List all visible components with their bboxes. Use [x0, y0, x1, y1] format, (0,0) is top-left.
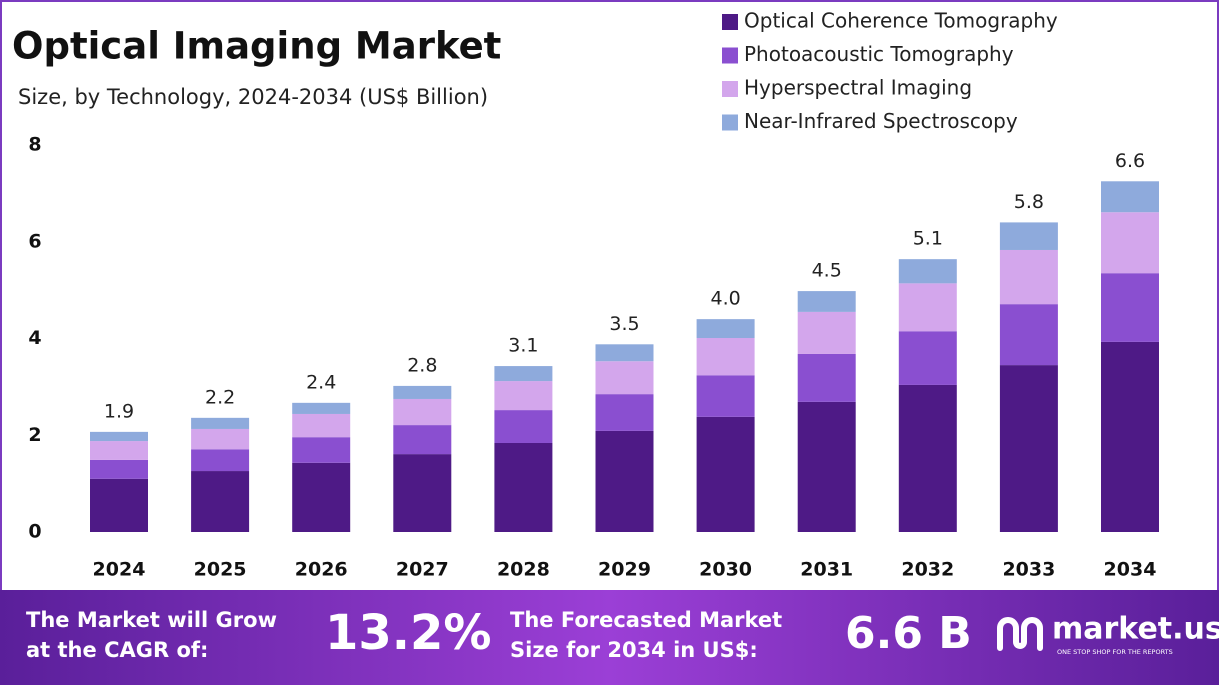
x-tick-label: 2031: [800, 559, 853, 581]
bar-segment: [595, 394, 654, 431]
total-label: 3.5: [609, 313, 639, 335]
bar-segment: [797, 311, 856, 354]
bar-segment: [90, 441, 148, 460]
bar-segment: [393, 425, 452, 455]
total-label: 1.9: [104, 400, 134, 422]
total-label: 5.8: [1014, 191, 1044, 213]
total-label: 3.1: [508, 335, 538, 357]
bar-segment: [797, 401, 856, 532]
x-tick-label: 2033: [1002, 559, 1055, 581]
bar-segment: [393, 398, 452, 426]
bar-segment: [999, 222, 1058, 250]
bar-segment: [90, 459, 148, 479]
y-tick-label: 0: [28, 521, 41, 543]
footer-text: The Forecasted Market: [510, 608, 782, 632]
bar-segment: [191, 428, 250, 450]
bar-segment: [393, 385, 452, 399]
bar-segment: [696, 319, 755, 339]
bar-segment: [595, 344, 654, 362]
bar-segment: [494, 381, 553, 411]
bar-segment: [494, 410, 553, 443]
brand: market.us: [1052, 612, 1219, 647]
bar-segment: [898, 259, 957, 284]
chart-title: Optical Imaging Market: [12, 25, 501, 68]
bar-segment: [90, 478, 148, 532]
bar-segment: [999, 365, 1058, 532]
bar-segment: [494, 442, 553, 532]
bar-segment: [595, 361, 654, 395]
bar-segment: [696, 375, 755, 417]
y-tick-label: 2: [28, 424, 41, 446]
bar-segment: [797, 353, 856, 402]
bar-segment: [696, 416, 755, 532]
bar-segment: [595, 430, 654, 532]
total-label: 4.5: [812, 260, 842, 282]
bar-segment: [1101, 181, 1159, 213]
bar-segment: [292, 413, 351, 438]
x-tick-label: 2025: [194, 559, 247, 581]
x-tick-label: 2029: [598, 559, 651, 581]
total-label: 2.4: [306, 371, 336, 393]
bar-segment: [1101, 341, 1159, 532]
bar-segment: [191, 417, 250, 429]
legend-label: Photoacoustic Tomography: [744, 42, 1014, 66]
bar-segment: [191, 471, 250, 532]
x-tick-label: 2030: [699, 559, 752, 581]
footer-text: at the CAGR of:: [26, 638, 208, 662]
y-tick-label: 8: [28, 134, 41, 156]
total-label: 6.6: [1115, 150, 1145, 172]
bar-segment: [696, 338, 755, 376]
bar-segment: [292, 462, 351, 532]
footer-text: Size for 2034 in US$:: [510, 638, 758, 662]
x-tick-label: 2026: [295, 559, 348, 581]
bar-segment: [999, 304, 1058, 366]
bar-segment: [393, 454, 452, 532]
chart-subtitle: Size, by Technology, 2024-2034 (US$ Bill…: [18, 85, 488, 109]
bar-segment: [999, 249, 1058, 305]
y-tick-label: 6: [28, 230, 41, 252]
tagline: ONE STOP SHOP FOR THE REPORTS: [1057, 648, 1173, 656]
legend-swatch: [722, 47, 738, 64]
legend-swatch: [722, 114, 738, 131]
bar-segment: [898, 331, 957, 385]
bar-segment: [90, 431, 148, 442]
footer-value: 6.6 B: [845, 608, 972, 659]
legend-swatch: [722, 81, 738, 97]
bar-segment: [292, 402, 351, 414]
y-tick-label: 4: [28, 327, 41, 349]
total-label: 2.8: [407, 354, 437, 376]
x-tick-label: 2032: [901, 559, 954, 581]
x-tick-label: 2034: [1104, 559, 1157, 581]
legend-swatch: [722, 14, 738, 30]
legend-label: Hyperspectral Imaging: [744, 76, 972, 100]
footer-value: 13.2%: [325, 605, 492, 661]
bar-segment: [1101, 212, 1159, 274]
bar-segment: [292, 437, 351, 463]
logo: [997, 617, 1043, 651]
x-tick-label: 2027: [396, 559, 449, 581]
legend-label: Optical Coherence Tomography: [744, 9, 1058, 33]
bar-segment: [494, 366, 553, 382]
bar-segment: [1101, 273, 1159, 342]
x-tick-label: 2028: [497, 559, 550, 581]
footer-text: The Market will Grow: [26, 608, 277, 632]
total-label: 2.2: [205, 386, 235, 408]
x-tick-label: 2024: [93, 559, 146, 581]
bar-segment: [191, 449, 250, 472]
legend-label: Near-Infrared Spectroscopy: [744, 109, 1018, 133]
bar-segment: [898, 384, 957, 532]
bar-segment: [797, 291, 856, 312]
bar-segment: [898, 283, 957, 332]
total-label: 5.1: [913, 228, 943, 250]
total-label: 4.0: [710, 288, 740, 310]
